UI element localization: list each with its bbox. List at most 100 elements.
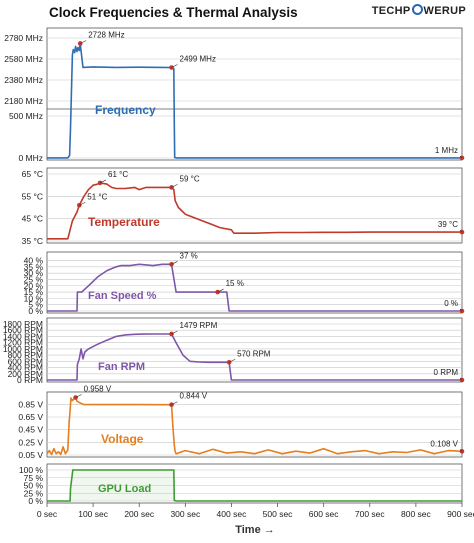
y-tick-label: 0 MHz [18, 153, 43, 163]
series-line [47, 469, 462, 502]
annotation-leader [459, 155, 463, 159]
y-tick-label: 10 % [24, 293, 44, 303]
x-tick-label: 500 sec [263, 509, 294, 519]
y-tick-label: 30 % [24, 268, 44, 278]
data-label: 2499 MHz [180, 55, 216, 64]
y-tick-label: 0.25 V [18, 437, 43, 447]
data-point-marker [215, 289, 220, 295]
y-tick-label: 0.65 V [18, 412, 43, 422]
series-line [47, 42, 462, 159]
y-tick-label: 1600 RPM [3, 325, 43, 335]
data-point-marker [169, 331, 174, 337]
panel-frame [46, 317, 463, 383]
x-tick-label: 400 sec [217, 509, 248, 519]
annotation-leader [171, 261, 178, 265]
panel-title: Frequency [95, 103, 156, 117]
panel-frame [46, 251, 463, 314]
y-tick-label: 35 °C [22, 236, 43, 246]
y-tick-label: 500 MHz [9, 111, 43, 121]
power-ring-icon [411, 4, 423, 15]
logo-text-left: TECHP [371, 5, 411, 17]
data-point-marker [169, 402, 174, 408]
y-tick-label: 100 % [19, 465, 44, 475]
series-area [47, 470, 462, 501]
annotation-leader [79, 201, 86, 206]
panel-title: Voltage [101, 432, 144, 446]
y-tick-label: 2580 MHz [4, 54, 43, 64]
y-tick-label: 55 °C [22, 191, 43, 201]
panel-gpu_load: 100 %75 %50 %25 %0 % GPU Load [19, 463, 463, 506]
y-tick-label: 0.85 V [18, 399, 43, 409]
techpowerup-logo: TECHP WERUP [372, 4, 466, 17]
y-tick-label: 1000 RPM [3, 344, 43, 354]
y-tick-label: 0 % [28, 496, 43, 506]
data-label: 15 % [226, 279, 244, 288]
y-tick-label: 50 % [24, 481, 44, 491]
data-label: 1479 RPM [180, 321, 218, 330]
panel-frame [46, 167, 463, 244]
y-tick-label: 400 RPM [8, 363, 43, 373]
y-tick-label: 45 °C [22, 214, 43, 224]
y-tick-label: 40 % [24, 256, 44, 266]
data-point-marker [76, 202, 82, 208]
annotation-leader [229, 358, 236, 363]
panel-frame [46, 391, 463, 458]
panel-title: Fan RPM [98, 361, 145, 373]
y-tick-label: 2180 MHz [4, 96, 43, 106]
panel-frame [46, 27, 463, 161]
y-tick-label: 25 % [24, 488, 44, 498]
y-tick-label: 800 RPM [8, 350, 43, 360]
annotation-leader [171, 401, 178, 405]
y-tick-label: 20 % [24, 281, 44, 291]
y-tick-label: 0.45 V [18, 425, 43, 435]
logo-text-right: WERUP [423, 5, 466, 17]
y-tick-label: 5 % [28, 300, 43, 310]
x-tick-label: 800 sec [401, 509, 432, 519]
panel-temperature: 65 °C 55 °C 45 °C 35 °C 51 °C 61 °C 59 °C 39 °C… [22, 167, 465, 246]
annotation-leader [171, 184, 178, 188]
panel-frequency: 2780 MHz 2580 MHz 2380 MHz 2180 MHz 500 MHz 0… [4, 27, 465, 163]
data-label: 51 °C [87, 192, 107, 201]
annotation-leader [459, 377, 463, 381]
panel-title: GPU Load [98, 483, 151, 495]
y-tick-label: 0.05 V [18, 450, 43, 460]
y-tick-label: 75 % [24, 473, 44, 483]
y-tick-label: 2780 MHz [4, 33, 43, 43]
y-tick-label: 200 RPM [8, 369, 43, 379]
annotation-leader [171, 330, 178, 335]
y-tick-label: 0 % [28, 306, 43, 316]
x-tick-label: 300 sec [170, 509, 201, 519]
panel-title: Temperature [88, 215, 160, 229]
data-point-marker [97, 180, 103, 186]
panel-fan_speed: 40 %35 %30 %25 %20 %15 %10 %5 %0 %37 %15… [24, 251, 465, 316]
data-point-marker [73, 395, 78, 400]
data-label: 39 °C [438, 220, 458, 229]
y-tick-label: 15 % [24, 287, 44, 297]
data-label: 570 RPM [237, 349, 271, 358]
data-label: 0.108 V [430, 439, 458, 448]
y-tick-label: 1400 RPM [3, 331, 43, 341]
y-tick-label: 1200 RPM [3, 338, 43, 348]
data-label: 0.958 V [84, 384, 112, 393]
y-tick-label: 1800 RPM [3, 319, 43, 329]
chart-title: Clock Frequencies & Thermal Analysis [49, 5, 298, 20]
y-tick-label: 35 % [24, 262, 44, 272]
x-tick-label: 0 sec [37, 509, 58, 519]
y-tick-label: 0 RPM [17, 375, 43, 385]
annotation-leader [459, 229, 463, 233]
annotation-leader [80, 40, 87, 44]
data-label: 2728 MHz [88, 30, 124, 39]
annotation-leader [75, 394, 82, 398]
y-tick-label: 2380 MHz [4, 75, 43, 85]
data-label: 0 % [444, 299, 458, 308]
x-tick-label: 200 sec [124, 509, 155, 519]
data-label: 0 RPM [434, 368, 459, 377]
data-label: 1 MHz [435, 146, 458, 155]
y-tick-label: 600 RPM [8, 356, 43, 366]
y-tick-label: 65 °C [22, 169, 43, 179]
x-tick-label: 600 sec [309, 509, 340, 519]
annotation-leader [171, 64, 178, 68]
x-tick-label: 700 sec [355, 509, 386, 519]
